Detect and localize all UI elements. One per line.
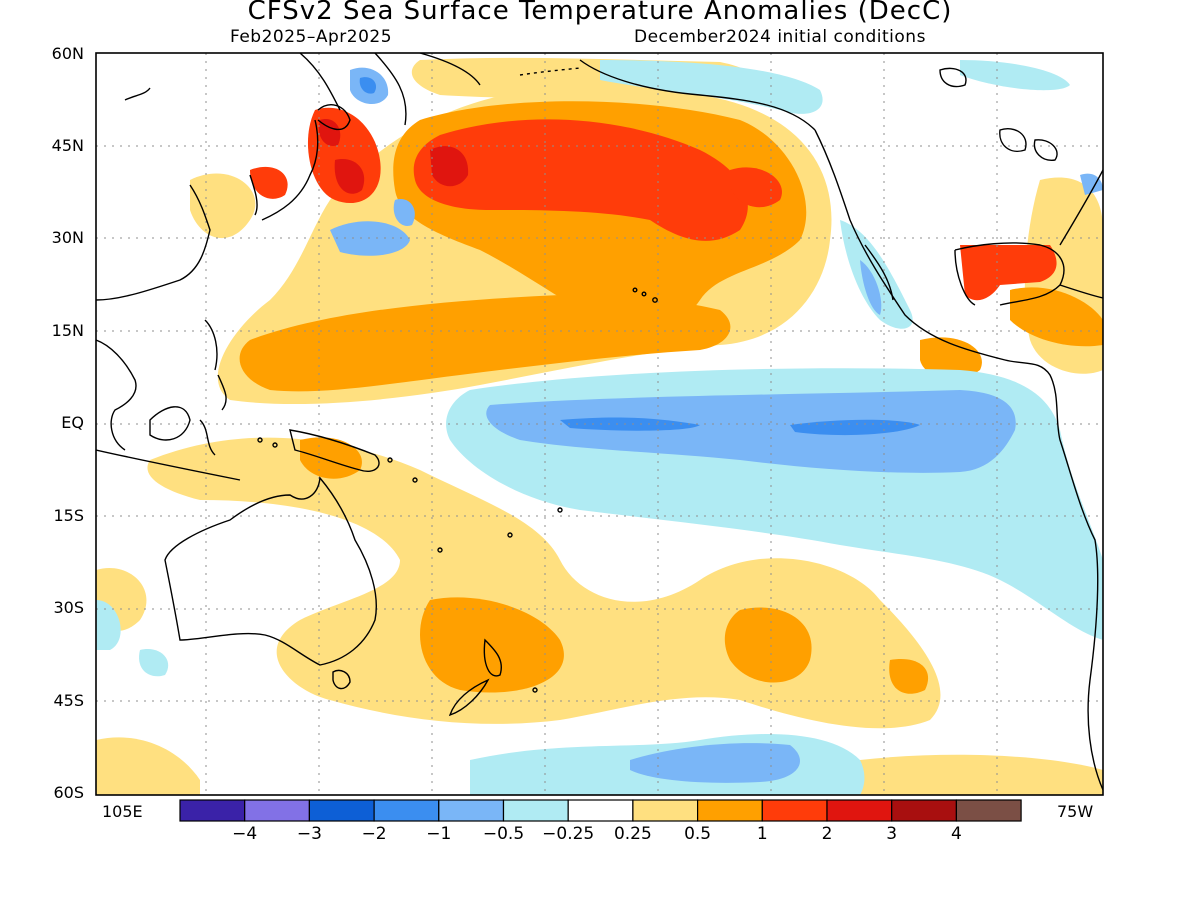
- lat-label: EQ: [61, 413, 84, 432]
- colorbar-tick-label: 0.25: [613, 824, 652, 844]
- colorbar-tick-label: −1: [426, 824, 452, 844]
- colorbar-tick-label: −3: [296, 824, 322, 844]
- anomaly-fill-neg1: [359, 77, 920, 436]
- colorbar-swatch: [502, 799, 569, 822]
- colorbar-swatch: [632, 799, 699, 822]
- lat-label: 30S: [53, 598, 84, 617]
- colorbar-tick-label: 1: [756, 824, 768, 844]
- subtitle-period: Feb2025–Apr2025: [230, 27, 393, 47]
- colorbar-tick-label: −0.5: [482, 824, 525, 844]
- colorbar-swatch: [373, 799, 440, 822]
- colorbar-swatch: [696, 799, 763, 822]
- lat-label: 60N: [51, 44, 84, 63]
- lat-label: 15S: [53, 506, 84, 525]
- colorbar: [179, 799, 1022, 822]
- colorbar-swatch: [308, 799, 375, 822]
- subtitle-initial-conditions: December2024 initial conditions: [634, 27, 926, 47]
- lat-label: 45S: [53, 691, 84, 710]
- colorbar-tick-label: −4: [232, 824, 258, 844]
- colorbar-tick-label: 2: [821, 824, 833, 844]
- coastlines: [96, 53, 1103, 791]
- colorbar-swatch: [891, 799, 958, 822]
- colorbar-swatch: [567, 799, 634, 822]
- colorbar-swatch: [438, 799, 505, 822]
- lon-label-left: 105E: [102, 802, 143, 821]
- anomaly-fill-2: [318, 119, 469, 194]
- colorbar-swatch: [179, 799, 246, 822]
- title: CFSv2 Sea Surface Temperature Anomalies …: [247, 0, 953, 26]
- colorbar-swatch: [244, 799, 310, 822]
- colorbar-tick-label: 4: [950, 824, 962, 844]
- map-frame: [95, 52, 1104, 796]
- colorbar-tick-label: −2: [361, 824, 387, 844]
- colorbar-tick-label: 3: [886, 824, 898, 844]
- colorbar-swatch: [761, 799, 828, 822]
- lat-label: 30N: [51, 228, 84, 247]
- colorbar-swatch: [826, 799, 893, 822]
- colorbar-tick-label: −0.25: [542, 824, 595, 844]
- lat-label: 45N: [51, 136, 84, 155]
- colorbar-tick-label: 0.5: [684, 824, 712, 844]
- lat-label: 60S: [53, 783, 84, 802]
- anomaly-fill-neg0.5: [330, 67, 1103, 783]
- lat-label: 15N: [51, 321, 84, 340]
- lon-label-right: 75W: [1057, 802, 1094, 821]
- colorbar-swatch: [955, 799, 1022, 822]
